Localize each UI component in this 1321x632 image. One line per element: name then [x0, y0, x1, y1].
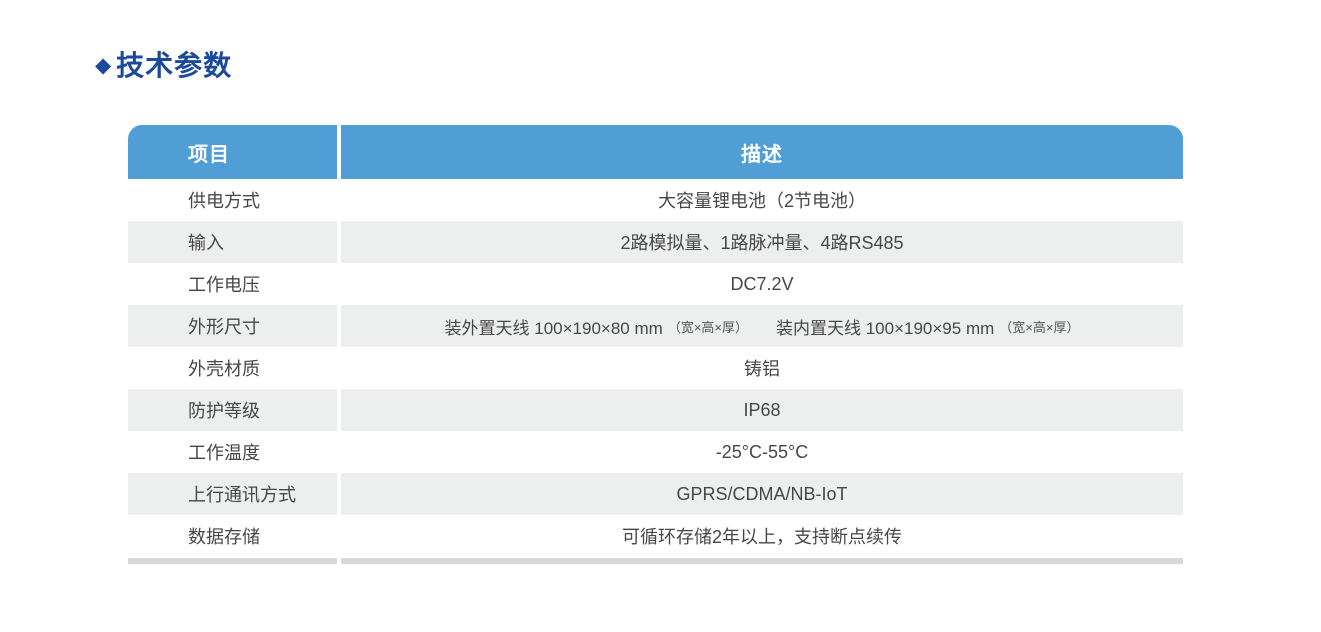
diamond-bullet-icon: ◆	[95, 53, 113, 77]
row-label: 供电方式	[128, 179, 337, 221]
table-body: 供电方式 大容量锂电池（2节电池） 输入 2路模拟量、1路脉冲量、4路RS485…	[128, 179, 1183, 557]
table-row-uplink-communication: 上行通讯方式 GPRS/CDMA/NB-IoT	[128, 473, 1183, 515]
row-value: IP68	[341, 389, 1183, 431]
table-row-working-voltage: 工作电压 DC7.2V	[128, 263, 1183, 305]
section-title-text: 技术参数	[116, 50, 233, 81]
column-header-item: 项目	[128, 125, 337, 179]
dimension-external-note: （宽×高×厚）	[667, 319, 748, 335]
row-label: 防护等级	[128, 389, 337, 431]
row-value: GPRS/CDMA/NB-IoT	[341, 473, 1183, 515]
table-row-power-supply: 供电方式 大容量锂电池（2节电池）	[128, 179, 1183, 221]
row-label: 输入	[128, 221, 337, 263]
row-value: 铸铝	[341, 347, 1183, 389]
dimension-external-antenna: 装外置天线 100×190×80 mm	[444, 318, 663, 338]
row-label: 外形尺寸	[128, 305, 337, 347]
table-row-input: 输入 2路模拟量、1路脉冲量、4路RS485	[128, 221, 1183, 263]
row-value: 装外置天线 100×190×80 mm （宽×高×厚） 装内置天线 100×19…	[341, 305, 1183, 347]
row-value: 可循环存储2年以上，支持断点续传	[341, 515, 1183, 557]
column-header-description: 描述	[341, 125, 1183, 179]
row-value: -25°C-55°C	[341, 431, 1183, 473]
table-row-dimensions: 外形尺寸 装外置天线 100×190×80 mm （宽×高×厚） 装内置天线 1…	[128, 305, 1183, 347]
table-row-shell-material: 外壳材质 铸铝	[128, 347, 1183, 389]
section-title: ◆ 技术参数	[95, 44, 232, 84]
row-value: 2路模拟量、1路脉冲量、4路RS485	[341, 221, 1183, 263]
dimension-internal-antenna: 装内置天线 100×190×95 mm	[776, 318, 995, 338]
table-header-row: 项目 描述	[128, 125, 1183, 179]
row-label: 外壳材质	[128, 347, 337, 389]
dimension-internal-note: （宽×高×厚）	[999, 319, 1080, 335]
row-value: DC7.2V	[341, 263, 1183, 305]
table-bottom-edge-left	[128, 558, 337, 564]
row-label: 数据存储	[128, 515, 337, 557]
row-label: 工作电压	[128, 263, 337, 305]
spec-table: 项目 描述 供电方式 大容量锂电池（2节电池） 输入 2路模拟量、1路脉冲量、4…	[128, 125, 1183, 564]
table-row-working-temperature: 工作温度 -25°C-55°C	[128, 431, 1183, 473]
row-value: 大容量锂电池（2节电池）	[341, 179, 1183, 221]
row-label: 工作温度	[128, 431, 337, 473]
table-row-data-storage: 数据存储 可循环存储2年以上，支持断点续传	[128, 515, 1183, 557]
table-bottom-edge-right	[341, 558, 1183, 564]
table-bottom-edge	[128, 558, 1183, 564]
row-label: 上行通讯方式	[128, 473, 337, 515]
table-row-protection-rating: 防护等级 IP68	[128, 389, 1183, 431]
